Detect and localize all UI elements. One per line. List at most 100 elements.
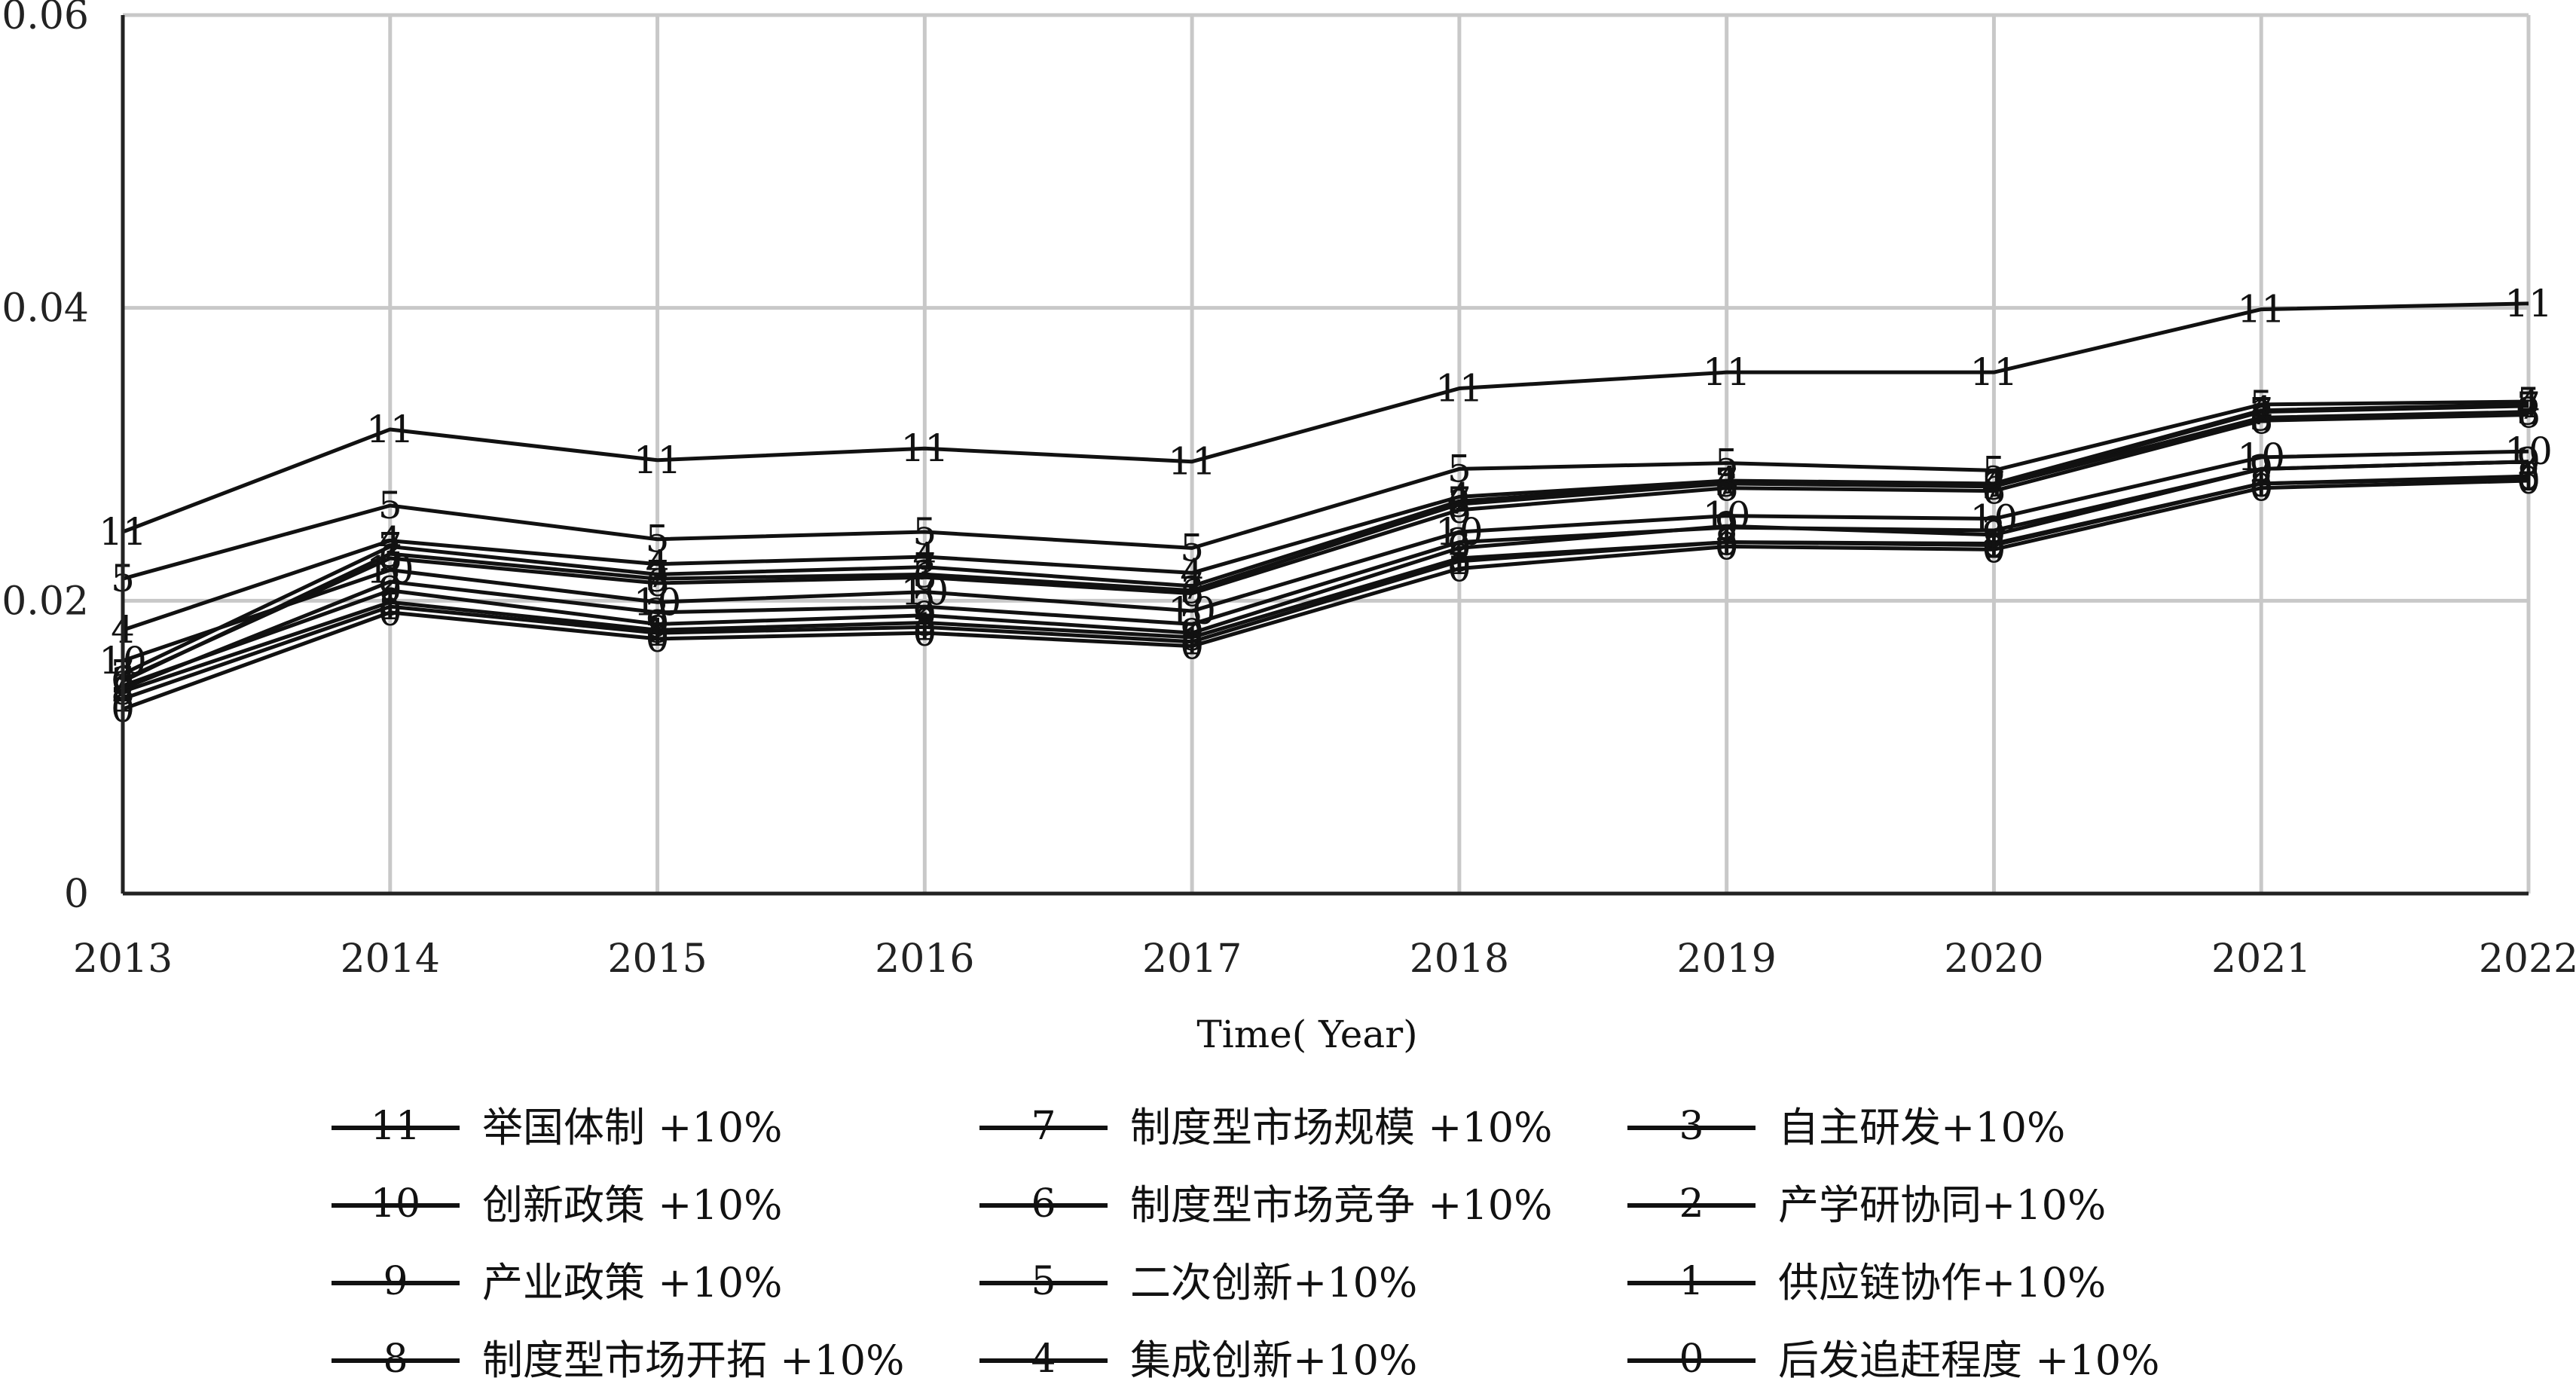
point-label: 0 — [378, 591, 402, 634]
series-line — [122, 478, 2529, 711]
x-tick-label: 2021 — [2211, 936, 2311, 982]
legend-marker: 7 — [1031, 1104, 1056, 1149]
legend-item: 10 创新政策 +10% — [332, 1181, 782, 1229]
legend-label: 举国体制 +10% — [482, 1104, 782, 1151]
point-label: 2 — [912, 585, 937, 628]
series-line — [121, 413, 2529, 682]
series-line — [122, 449, 2529, 663]
point-label: 4 — [2249, 389, 2273, 432]
legend-marker: 6 — [1031, 1181, 1056, 1227]
series-line — [122, 460, 2529, 691]
point-label: 7 — [646, 552, 670, 596]
series-3: 3333333333 — [111, 390, 2541, 704]
legend-item: 1 供应链协作+10% — [1627, 1259, 2106, 1306]
point-label: 4 — [912, 535, 937, 579]
point-label: 3 — [646, 557, 670, 600]
legend-item: 4 集成创新+10% — [979, 1337, 1417, 1381]
legend-marker: 10 — [371, 1181, 420, 1227]
point-label: 11 — [1435, 367, 1484, 411]
point-label: 10 — [1703, 494, 1751, 538]
series-line — [122, 402, 2529, 632]
point-label: 0 — [646, 617, 670, 661]
point-label: 2 — [1447, 521, 1471, 564]
legend-item: 2 产学研协同+10% — [1627, 1181, 2106, 1229]
point-label: 8 — [646, 608, 670, 652]
point-label: 1 — [912, 605, 937, 649]
point-label: 1 — [378, 585, 402, 628]
point-label: 3 — [1447, 482, 1471, 526]
legend-label: 制度型市场竞争 +10% — [1130, 1181, 1552, 1229]
series-line — [121, 410, 2529, 683]
point-label: 4 — [1447, 475, 1471, 518]
series-line — [122, 301, 2529, 534]
point-label: 3 — [2516, 390, 2541, 434]
grid-lines — [123, 13, 2531, 894]
point-label: 5 — [1447, 447, 1471, 490]
x-tick-label: 2019 — [1676, 936, 1776, 982]
point-label: 6 — [1180, 572, 1204, 616]
point-label: 6 — [1715, 466, 1739, 510]
legend-item: 3 自主研发+10% — [1627, 1104, 2065, 1151]
point-label: 0 — [2249, 466, 2273, 510]
legend-marker: 2 — [1679, 1181, 1704, 1227]
point-label: 4 — [1715, 459, 1739, 503]
point-label: 5 — [646, 518, 670, 561]
legend-label: 自主研发+10% — [1778, 1104, 2065, 1151]
point-label: 0 — [1982, 527, 2006, 571]
point-label: 2 — [646, 591, 670, 634]
point-label: 5 — [378, 484, 402, 527]
y-tick-label: 0.04 — [2, 286, 89, 332]
point-label: 6 — [646, 561, 670, 605]
point-label: 6 — [1982, 469, 2006, 513]
point-label: 0 — [1180, 625, 1204, 668]
point-label: 11 — [634, 438, 682, 482]
legend-label: 后发追赶程度 +10% — [1778, 1337, 2159, 1381]
legend-marker: 11 — [371, 1104, 420, 1149]
point-label: 11 — [1970, 350, 2018, 394]
point-label: 1 — [1982, 523, 2006, 567]
x-tick-label: 2016 — [875, 936, 974, 982]
point-label: 1 — [2516, 456, 2541, 500]
legend-label: 创新政策 +10% — [482, 1181, 782, 1229]
point-label: 7 — [1447, 479, 1471, 523]
point-label: 1 — [1447, 539, 1471, 583]
x-tick-label: 2014 — [341, 936, 440, 982]
point-label: 11 — [1703, 350, 1751, 394]
legend-marker: 0 — [1679, 1337, 1704, 1381]
point-label: 3 — [1180, 569, 1204, 613]
legend-item: 6 制度型市场竞争 +10% — [979, 1181, 1552, 1229]
legend-label: 制度型市场规模 +10% — [1130, 1104, 1552, 1151]
point-label: 3 — [2249, 396, 2273, 439]
point-label: 0 — [1447, 547, 1471, 591]
legend-marker: 5 — [1031, 1259, 1056, 1304]
legend-marker: 3 — [1679, 1104, 1704, 1149]
legend-label: 供应链协作+10% — [1778, 1259, 2106, 1306]
x-tick-label: 2013 — [73, 936, 173, 982]
series-line — [122, 475, 2529, 701]
legend-label: 集成创新+10% — [1130, 1337, 1417, 1381]
point-label: 11 — [2504, 282, 2553, 325]
legend-label: 制度型市场开拓 +10% — [482, 1337, 904, 1381]
legend-label: 产业政策 +10% — [482, 1259, 782, 1306]
point-label: 1 — [646, 611, 670, 655]
series-5: 5555555555 — [111, 380, 2541, 600]
point-label: 5 — [2516, 380, 2541, 423]
point-label: 5 — [1180, 526, 1204, 570]
point-label: 0 — [912, 611, 937, 655]
point-label: 1 — [1180, 620, 1204, 664]
point-label: 5 — [1715, 441, 1739, 485]
legend: 11 举国体制 +10%10 创新政策 +10%9 产业政策 +10%8 制度型市场开拓… — [332, 1104, 2159, 1381]
point-label: 9 — [912, 594, 937, 637]
legend-item: 0 后发追赶程度 +10% — [1627, 1337, 2159, 1381]
legend-item: 5 二次创新+10% — [979, 1259, 1417, 1306]
point-label: 0 — [1715, 524, 1739, 568]
point-label: 3 — [378, 532, 402, 576]
point-label: 11 — [2237, 288, 2285, 332]
x-tick-label: 2020 — [1944, 936, 2043, 982]
point-label: 2 — [378, 560, 402, 603]
x-tick-label: 2015 — [607, 936, 707, 982]
